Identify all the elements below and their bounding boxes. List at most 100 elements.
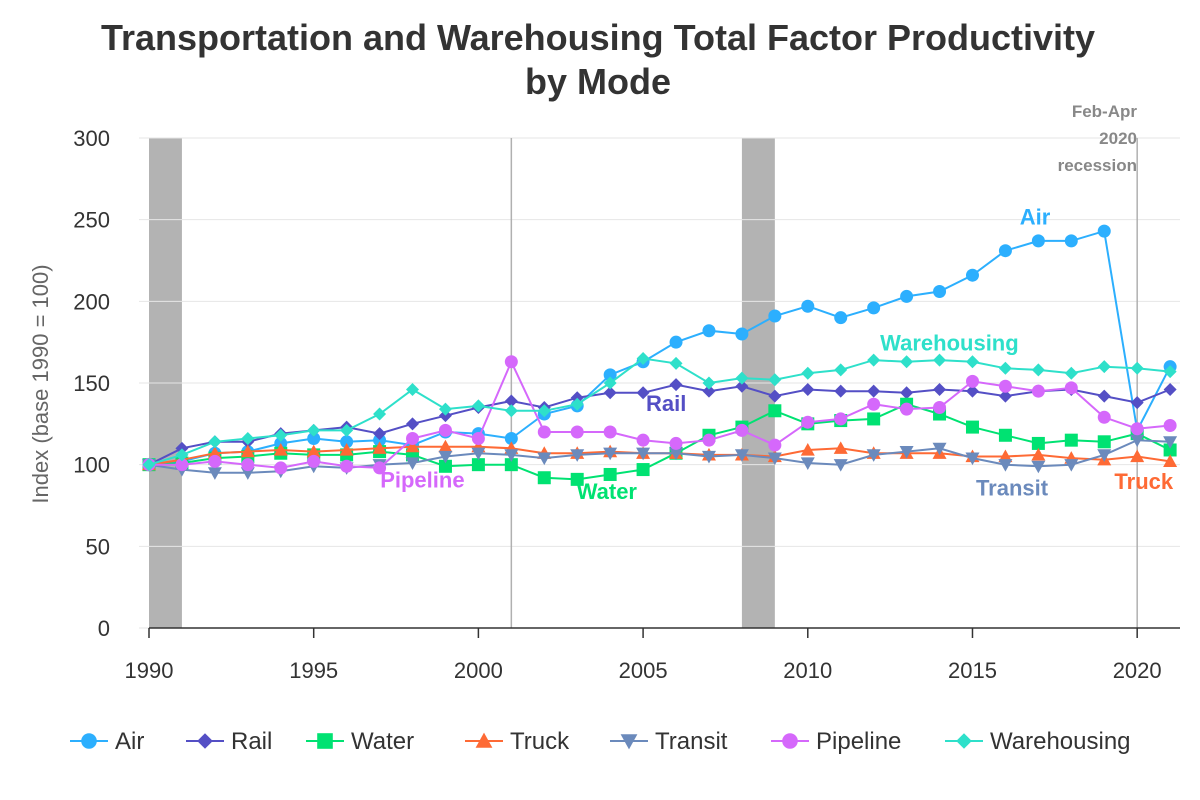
data-point-warehousing — [1064, 366, 1078, 380]
recession-annotation: Feb-Apr 2020 recession — [1058, 102, 1138, 175]
data-point-warehousing — [1097, 360, 1111, 374]
x-tick-label: 2005 — [619, 658, 668, 683]
data-point-warehousing — [471, 399, 485, 413]
series-label-air: Air — [1020, 205, 1051, 230]
data-point-transit — [240, 467, 255, 480]
data-point-warehousing — [834, 363, 848, 377]
data-point-rail — [669, 378, 683, 392]
data-point-transit — [1097, 449, 1112, 462]
data-point-water — [636, 463, 650, 477]
legend-label-air: Air — [115, 728, 144, 755]
data-point-truck — [833, 441, 848, 454]
legend-marker-transit — [620, 734, 638, 750]
data-point-rail — [1130, 396, 1144, 410]
data-point-transit — [866, 449, 881, 462]
legend-label-rail: Rail — [231, 728, 272, 755]
data-point-transit — [669, 447, 684, 461]
data-point-air — [768, 309, 782, 323]
data-point-warehousing — [1163, 365, 1177, 379]
y-tick-label: 250 — [73, 208, 110, 233]
legend-item-pipeline[interactable]: Pipeline — [771, 728, 901, 755]
series-label-warehousing: Warehousing — [880, 330, 1019, 355]
data-point-warehousing — [768, 373, 782, 387]
data-point-air — [801, 299, 815, 313]
data-point-rail — [438, 409, 452, 423]
data-point-rail — [603, 386, 617, 400]
data-point-rail — [735, 379, 749, 393]
data-point-transit — [833, 459, 848, 472]
data-point-water — [768, 404, 782, 418]
data-point-transit — [537, 452, 552, 466]
data-point-pipeline — [867, 397, 881, 411]
x-tick-label: 2000 — [454, 658, 503, 683]
data-point-rail — [900, 386, 914, 400]
data-point-truck — [339, 442, 354, 456]
legend-item-truck[interactable]: Truck — [465, 728, 570, 755]
series-label-transit: Transit — [976, 476, 1049, 501]
series-pipeline — [142, 355, 1177, 475]
data-point-pipeline — [669, 436, 683, 450]
axes: 0 50 100 150 200 250 300 1990 1995 2000 2005 2010 20… — [73, 126, 1180, 683]
data-point-transit — [1130, 434, 1145, 448]
data-point-truck — [1163, 454, 1178, 467]
data-point-truck — [1031, 447, 1046, 461]
data-point-air — [933, 285, 947, 299]
data-point-warehousing — [702, 376, 716, 390]
legend-item-warehousing[interactable]: Warehousing — [945, 728, 1131, 755]
data-point-air — [504, 432, 518, 446]
data-point-transit — [636, 447, 651, 461]
data-point-pipeline — [636, 433, 650, 447]
data-point-truck — [240, 444, 255, 458]
chart-title-line-1: Transportation and Warehousing Total Fac… — [101, 17, 1095, 58]
data-point-water — [867, 412, 881, 426]
data-point-transit — [1031, 460, 1046, 474]
data-point-transit — [734, 449, 749, 462]
data-point-truck — [998, 449, 1013, 463]
y-tick-label: 150 — [73, 371, 110, 396]
data-point-air — [735, 327, 749, 341]
legend-item-water[interactable]: Water — [306, 728, 414, 755]
data-point-warehousing — [965, 355, 979, 369]
data-point-warehousing — [570, 397, 584, 411]
legend-item-air[interactable]: Air — [70, 728, 144, 755]
data-point-water — [537, 471, 551, 485]
data-point-rail — [965, 384, 979, 398]
legend: Air Rail Water Truck Transit Pipeline Warehous… — [70, 728, 1131, 755]
data-point-warehousing — [307, 423, 321, 437]
data-point-air — [900, 289, 914, 303]
data-point-pipeline — [373, 461, 387, 475]
data-point-truck — [372, 441, 387, 454]
series-label-rail: Rail — [646, 391, 686, 416]
data-point-water — [471, 458, 485, 472]
data-point-rail — [768, 389, 782, 403]
data-point-air — [603, 368, 617, 382]
data-point-pipeline — [1097, 410, 1111, 424]
legend-label-truck: Truck — [510, 728, 570, 755]
data-point-water — [998, 428, 1012, 442]
recession-markers — [510, 138, 1138, 628]
data-point-truck — [207, 446, 222, 459]
data-point-warehousing — [735, 371, 749, 385]
data-point-pipeline — [504, 355, 518, 369]
legend-item-transit[interactable]: Transit — [610, 728, 728, 755]
data-point-transit — [405, 457, 420, 471]
data-point-warehousing — [636, 352, 650, 365]
data-point-rail — [933, 383, 947, 397]
data-point-pipeline — [537, 425, 551, 439]
data-point-pipeline — [241, 458, 255, 472]
x-tick-label: 2010 — [783, 658, 832, 683]
data-point-rail — [636, 386, 650, 400]
x-tick-label: 1990 — [125, 658, 174, 683]
data-point-air — [307, 432, 321, 446]
legend-marker-warehousing — [956, 733, 972, 749]
legend-marker-pipeline — [782, 733, 798, 749]
recession-annotation-line: recession — [1058, 156, 1137, 175]
data-point-pipeline — [438, 423, 452, 437]
data-point-pipeline — [900, 402, 914, 416]
data-point-warehousing — [241, 432, 255, 446]
data-point-air — [867, 301, 881, 315]
legend-item-rail[interactable]: Rail — [186, 728, 272, 755]
data-point-pipeline — [834, 412, 848, 426]
data-point-pipeline — [1130, 422, 1144, 436]
x-tick-label: 1995 — [289, 658, 338, 683]
